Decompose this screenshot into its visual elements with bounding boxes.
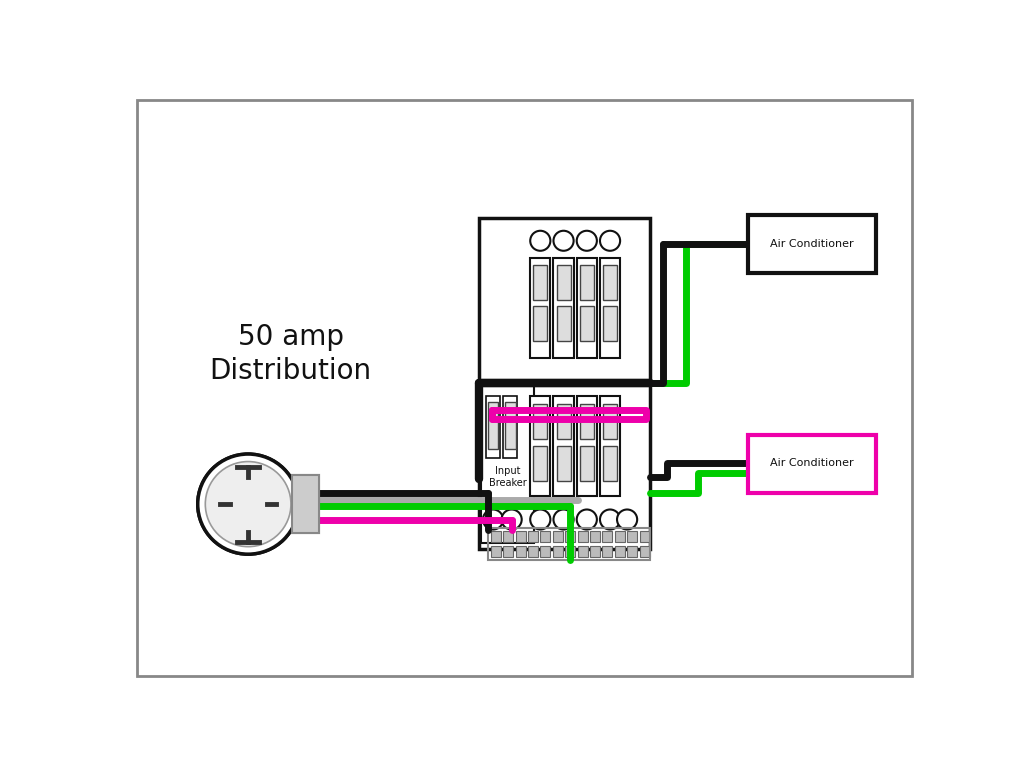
Bar: [534, 266, 547, 300]
Bar: [292, 475, 319, 533]
Bar: [748, 215, 876, 273]
Bar: [578, 547, 588, 558]
Bar: [503, 547, 513, 558]
Bar: [541, 531, 550, 542]
Bar: [292, 475, 319, 533]
Circle shape: [205, 462, 291, 547]
Bar: [614, 547, 625, 558]
Bar: [503, 531, 513, 542]
Bar: [503, 396, 517, 458]
Circle shape: [600, 230, 621, 251]
Bar: [528, 547, 538, 558]
Bar: [557, 446, 570, 481]
Circle shape: [530, 230, 550, 251]
Bar: [486, 396, 500, 458]
Bar: [627, 547, 637, 558]
Bar: [600, 258, 621, 358]
Bar: [534, 404, 547, 439]
Bar: [528, 531, 538, 542]
Bar: [554, 396, 573, 496]
Bar: [603, 404, 617, 439]
Bar: [515, 531, 525, 542]
Bar: [557, 404, 570, 439]
Bar: [530, 396, 550, 496]
Bar: [479, 217, 649, 549]
Bar: [487, 528, 650, 561]
Bar: [553, 547, 563, 558]
Bar: [602, 547, 612, 558]
Circle shape: [205, 462, 291, 547]
Bar: [577, 258, 597, 358]
Bar: [577, 396, 597, 496]
Circle shape: [483, 509, 503, 529]
Bar: [481, 385, 535, 543]
Bar: [534, 446, 547, 481]
Bar: [565, 547, 575, 558]
Bar: [748, 435, 876, 492]
Bar: [614, 531, 625, 542]
Bar: [627, 531, 637, 542]
Text: Input
Breaker: Input Breaker: [488, 466, 526, 488]
Bar: [490, 547, 501, 558]
Text: Air Conditioner: Air Conditioner: [770, 239, 853, 249]
Bar: [541, 547, 550, 558]
Bar: [580, 306, 594, 341]
Bar: [515, 547, 525, 558]
Circle shape: [554, 509, 573, 529]
Circle shape: [600, 509, 621, 529]
Bar: [530, 258, 550, 358]
Circle shape: [198, 454, 299, 554]
Bar: [640, 531, 649, 542]
Circle shape: [502, 509, 521, 529]
Bar: [505, 402, 515, 449]
Text: Air Conditioner: Air Conditioner: [770, 458, 853, 468]
Bar: [554, 258, 573, 358]
Bar: [553, 531, 563, 542]
Circle shape: [198, 454, 299, 554]
Text: 50 amp
Distribution: 50 amp Distribution: [210, 323, 372, 386]
Bar: [557, 306, 570, 341]
Circle shape: [617, 509, 637, 529]
Bar: [580, 404, 594, 439]
Circle shape: [577, 230, 597, 251]
Bar: [640, 547, 649, 558]
Bar: [487, 402, 499, 449]
Bar: [602, 531, 612, 542]
Bar: [557, 266, 570, 300]
Circle shape: [554, 230, 573, 251]
Bar: [603, 306, 617, 341]
Bar: [580, 446, 594, 481]
Bar: [565, 531, 575, 542]
Bar: [490, 531, 501, 542]
Bar: [603, 446, 617, 481]
Bar: [580, 266, 594, 300]
Bar: [603, 266, 617, 300]
Bar: [578, 531, 588, 542]
Bar: [534, 306, 547, 341]
Bar: [590, 531, 600, 542]
Circle shape: [577, 509, 597, 529]
Bar: [590, 547, 600, 558]
Bar: [600, 396, 621, 496]
Circle shape: [530, 509, 550, 529]
